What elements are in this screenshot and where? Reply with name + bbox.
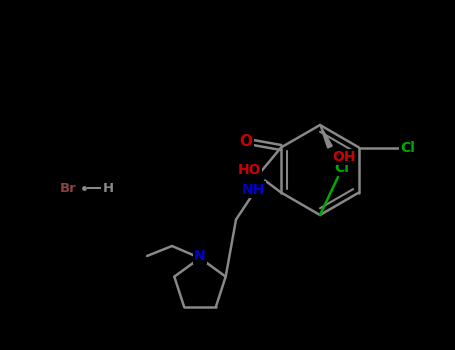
Polygon shape xyxy=(320,125,332,148)
Text: HO: HO xyxy=(237,163,261,177)
Text: Br: Br xyxy=(60,182,76,195)
Text: Cl: Cl xyxy=(400,140,415,154)
Text: N: N xyxy=(194,249,206,263)
Text: O: O xyxy=(239,134,253,149)
Text: NH: NH xyxy=(242,182,265,196)
Text: H: H xyxy=(102,182,114,195)
Text: Cl: Cl xyxy=(334,161,349,175)
Text: OH: OH xyxy=(332,150,356,164)
